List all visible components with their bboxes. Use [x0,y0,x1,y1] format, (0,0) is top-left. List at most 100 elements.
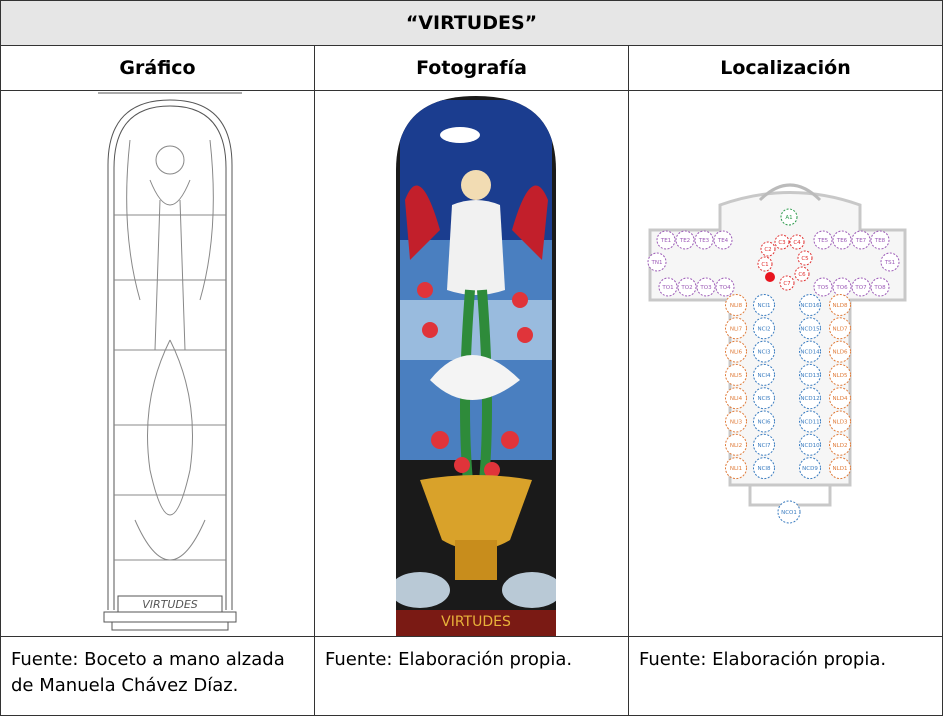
photo [396,96,556,636]
plan-circle [694,230,714,250]
plan-circle [794,266,810,282]
plan-label: NCD9 [802,466,818,472]
plan-circle [658,277,678,297]
plan-label: NLD2 [833,443,848,449]
plan-circle [832,230,852,250]
plan-label: TO7 [854,285,867,291]
plan-circle [725,363,747,386]
plan-label: NCD16 [800,303,820,309]
plan-circle [725,340,747,363]
plan-label: NLI4 [730,396,743,402]
plan-circle [789,234,805,250]
plan-circle [799,387,821,410]
plan-label: TE2 [679,238,690,244]
table-title: “VIRTUDES” [0,0,943,46]
plan-label: NLI2 [730,443,742,449]
plan-label: NLD4 [833,396,848,402]
photo-inscription: VIRTUDES [441,614,511,630]
plan-label: TO1 [661,285,673,291]
plan-circle [725,433,747,456]
plan-circle [753,363,775,386]
plan-label: NLD7 [833,326,848,332]
plan-circle [725,317,747,340]
plan-circle [829,457,851,480]
plan-circle [677,277,697,297]
plan-label: TN1 [651,260,663,266]
plan-label: NLI6 [730,350,743,356]
plan-circle [725,410,747,433]
plan-label: NLD1 [833,466,848,472]
plan-label: NCI7 [757,443,771,449]
plan-label: NCD12 [800,396,819,402]
plan-label: TE6 [836,238,848,244]
plan-circle [799,317,821,340]
plan-circle [647,252,667,272]
plan-circle [725,294,747,316]
plan-circle [753,410,775,433]
plan-label: NCD14 [800,350,820,356]
plan-label: TO2 [680,285,692,291]
plan-circle [799,457,821,480]
sketch-inscription: VIRTUDES [142,598,198,611]
plan-label: NLI8 [730,303,743,309]
plan-circle [753,294,775,316]
plan-label: NLD5 [833,373,848,379]
plan-label: NCD13 [800,373,820,379]
plan-circle [829,363,851,386]
plan-label: NCI3 [757,350,771,356]
plan-circle [777,500,801,524]
plan-circle [713,230,733,250]
plan-circle [799,340,821,363]
plan-circle [757,256,773,272]
plan-label: TE7 [855,238,867,244]
plan-circle [829,294,851,316]
plan-circle [870,277,890,297]
plan-circle [753,387,775,410]
plan-circle [880,252,900,272]
plan-label: NLD3 [833,420,848,426]
plan-label: NLI1 [730,466,742,472]
caption: Fuente: Boceto a mano alzada de Manuela … [0,636,315,716]
plan-label: NCO1 [781,510,797,516]
plan-circle [799,294,821,316]
plan-circle [725,457,747,480]
plan-circle [715,277,735,297]
plan-circle [760,241,776,257]
plan-circle [696,277,716,297]
plan-label: C3 [778,240,786,246]
plan-label: TO3 [699,285,712,291]
plan-label: TE8 [874,238,886,244]
plan-label: TO8 [873,285,886,291]
plan-label: NCI5 [757,396,771,402]
plan-circle [656,230,676,250]
plan-circle [813,277,833,297]
plan-label: NLD6 [833,350,848,356]
plan-circle [753,457,775,480]
plan-label: TO4 [718,285,731,291]
plan-label: NCI2 [757,326,770,332]
plan-circle [851,230,871,250]
plan-circle [779,275,795,291]
plan-circle [829,410,851,433]
plan-label: NCD10 [800,443,820,449]
plan-label: C2 [764,247,771,253]
plan-circle [780,208,798,226]
plan-labels: TE1 TE2 TE3 TE4 TE5 TE6 TE7 TE8 TO1 TO2 TO3 TO4 TO5 T… [647,208,900,524]
plan-label: TE1 [660,238,671,244]
plan-label: NCI6 [757,420,771,426]
plan-label: C5 [801,256,809,262]
plan-label: NCI8 [757,466,771,472]
plan-circle [675,230,695,250]
plan-label: NLI7 [730,326,743,332]
plan-label: NLD8 [833,303,848,309]
plan-label: C6 [798,272,806,278]
plan-circle [774,234,790,250]
plan-circle [829,340,851,363]
plan-label: NCI4 [757,373,771,379]
plan-label: NLI5 [730,373,743,379]
plan-circle [813,230,833,250]
plan-label: TE3 [698,238,710,244]
plan-label: NCI1 [757,303,770,309]
